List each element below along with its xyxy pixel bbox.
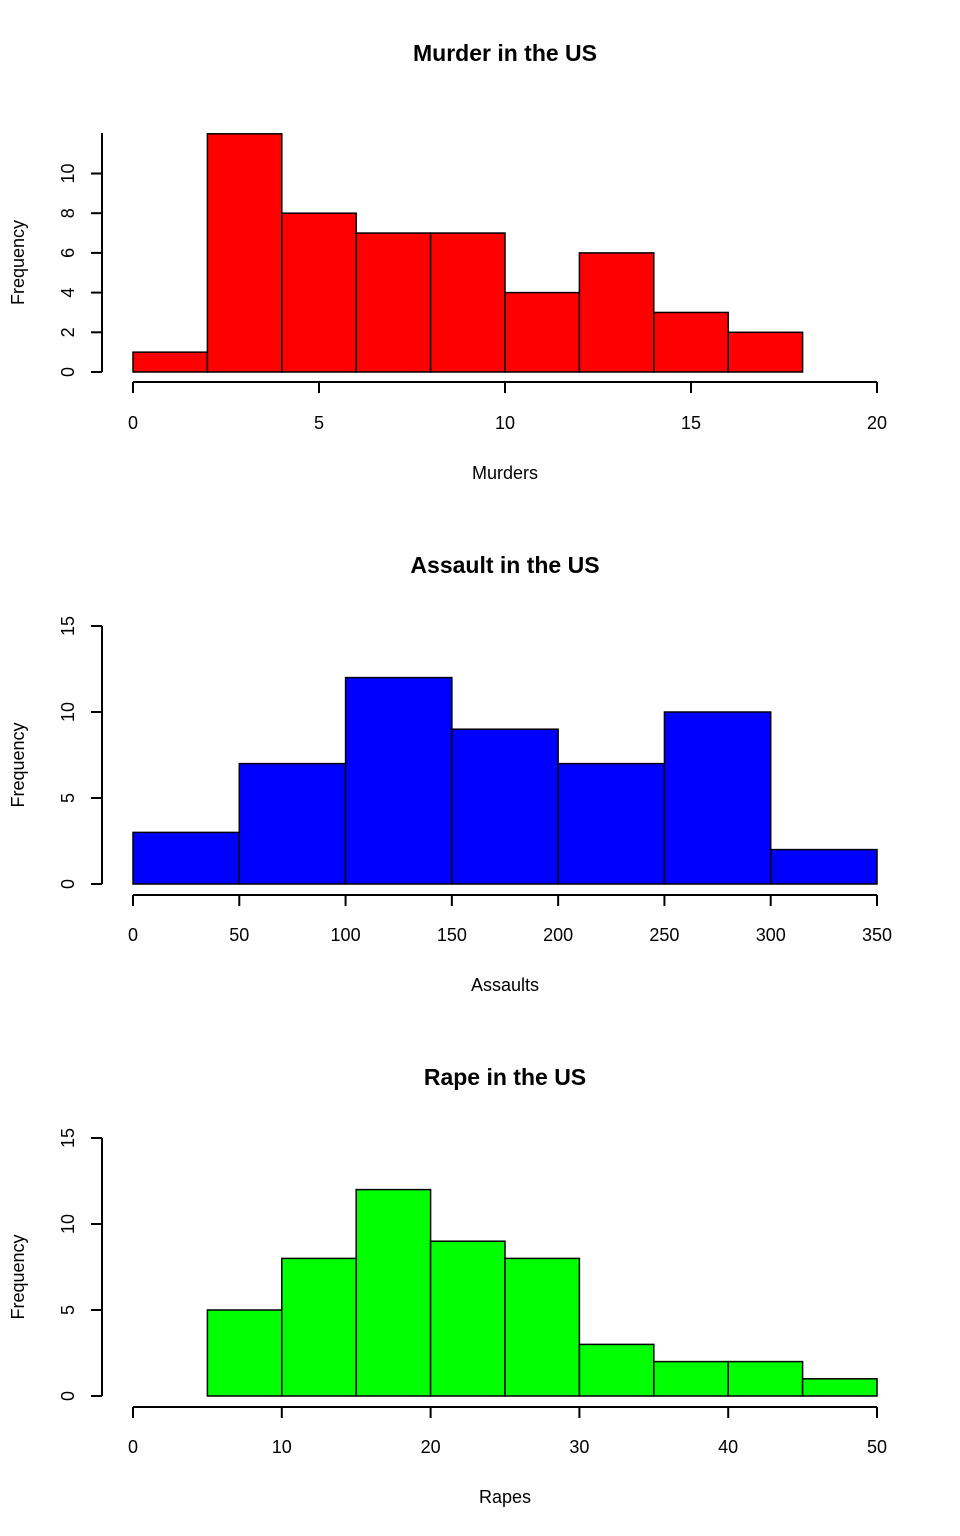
histogram-bar <box>727 331 804 373</box>
chart-title: Assault in the US <box>410 552 599 578</box>
histogram-bar <box>578 1343 655 1397</box>
histogram-bar <box>578 252 655 373</box>
x-tick-label: 150 <box>437 925 467 945</box>
x-tick-label: 0 <box>128 413 138 433</box>
y-axis-label: Frequency <box>8 220 28 305</box>
histogram-bar <box>653 1360 729 1397</box>
x-tick-label: 300 <box>756 925 786 945</box>
histogram-bar <box>769 848 878 885</box>
histogram-bar <box>451 728 559 885</box>
y-tick-label: 15 <box>58 616 78 636</box>
histogram-bar <box>281 1257 357 1397</box>
y-tick-label: 0 <box>58 367 78 377</box>
histogram-1: Murder in the US 0 5 10 15 20 0 2 4 6 8 10 Murders Fr… <box>8 40 887 483</box>
x-tick-label: 100 <box>331 925 361 945</box>
histogram-bar <box>727 1360 804 1397</box>
x-tick-label: 200 <box>543 925 573 945</box>
y-tick-label: 8 <box>58 208 78 218</box>
histogram-bar <box>801 1378 878 1397</box>
y-tick-label: 10 <box>58 163 78 183</box>
histogram-bar <box>355 1188 432 1397</box>
histogram-bar <box>557 762 666 885</box>
x-axis-label: Murders <box>472 463 538 483</box>
x-tick-label: 50 <box>867 1437 887 1457</box>
histogram-bar <box>429 1240 506 1397</box>
x-tick-label: 50 <box>229 925 249 945</box>
histogram-bar <box>206 1309 283 1397</box>
histogram-bar <box>653 311 729 373</box>
y-tick-label: 2 <box>58 327 78 337</box>
histogram-bar <box>132 351 209 373</box>
y-tick-label: 10 <box>58 1214 78 1234</box>
histogram-bar <box>238 762 347 885</box>
histogram-bar <box>344 676 453 885</box>
x-axis-label: Rapes <box>479 1487 531 1507</box>
y-axis-label: Frequency <box>8 722 28 807</box>
y-tick-label: 0 <box>58 1391 78 1401</box>
histogram-3: Rape in the US 0 10 20 30 40 50 0 5 10 15 Rapes Freq… <box>8 1064 887 1507</box>
x-tick-label: 10 <box>272 1437 292 1457</box>
x-tick-label: 250 <box>649 925 679 945</box>
x-tick-label: 20 <box>421 1437 441 1457</box>
chart-title: Murder in the US <box>413 40 597 66</box>
histogram-bar <box>504 291 581 373</box>
y-axis-label: Frequency <box>8 1234 28 1319</box>
x-tick-label: 10 <box>495 413 515 433</box>
histogram-bar <box>281 212 357 373</box>
histogram-bar <box>206 133 283 373</box>
y-tick-label: 15 <box>58 1128 78 1148</box>
chart-title: Rape in the US <box>424 1064 586 1090</box>
x-tick-label: 15 <box>681 413 701 433</box>
histogram-bar <box>355 232 432 373</box>
histogram-bar <box>429 232 506 373</box>
x-tick-label: 0 <box>128 925 138 945</box>
x-tick-label: 0 <box>128 1437 138 1457</box>
x-tick-label: 30 <box>569 1437 589 1457</box>
y-tick-label: 10 <box>58 702 78 722</box>
histogram-bar <box>663 711 772 885</box>
y-tick-label: 4 <box>58 288 78 298</box>
x-axis-label: Assaults <box>471 975 539 995</box>
histogram-bar <box>132 831 241 885</box>
x-tick-label: 5 <box>314 413 324 433</box>
y-tick-label: 6 <box>58 248 78 258</box>
histogram-bar <box>504 1257 581 1397</box>
histogram-2: Assault in the US 0 50 100 150 200 250 300 350 0 5… <box>8 552 892 995</box>
x-tick-label: 20 <box>867 413 887 433</box>
y-tick-label: 0 <box>58 879 78 889</box>
x-tick-label: 40 <box>718 1437 738 1457</box>
y-tick-label: 5 <box>58 1305 78 1315</box>
x-tick-label: 350 <box>862 925 892 945</box>
y-tick-label: 5 <box>58 793 78 803</box>
